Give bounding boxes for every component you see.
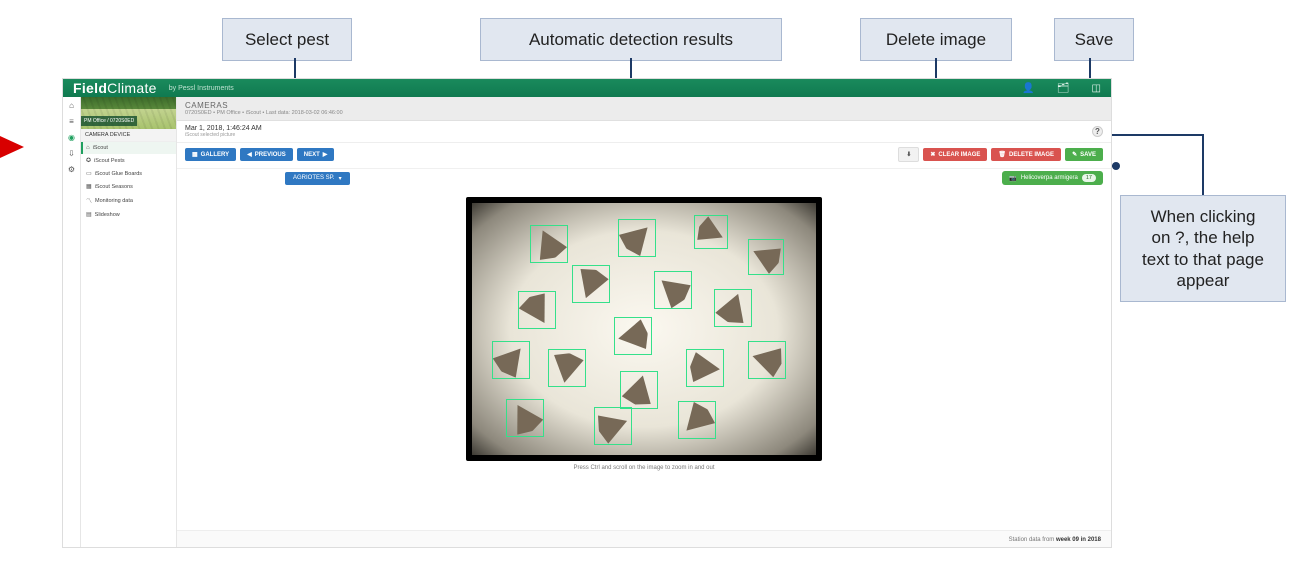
image-viewer: Press Ctrl and scroll on the image to zo… — [177, 191, 1111, 547]
save-icon: ✎ — [1072, 151, 1077, 158]
nav-icon: ▭ — [86, 170, 92, 177]
home-icon[interactable]: ⌂ — [69, 101, 74, 110]
chevron-left-icon: ◀ — [247, 151, 252, 158]
eye-icon[interactable]: ◉ — [68, 133, 75, 142]
detection-box[interactable] — [654, 271, 692, 309]
sidebar-item-label: iScout — [93, 145, 108, 151]
detection-box[interactable] — [572, 265, 610, 303]
sidebar-item-label: Monitoring data — [95, 198, 133, 204]
detection-box[interactable] — [614, 317, 652, 355]
detection-box[interactable] — [530, 225, 568, 263]
download-icon[interactable]: ⇩ — [68, 149, 75, 158]
breadcrumb: 0720S0ED • PM Office • iScout • Last dat… — [185, 110, 1103, 116]
nav-icon: ⌂ — [86, 145, 90, 151]
download-button[interactable]: ⬇ — [898, 147, 919, 162]
brand-logo: FieldClimate — [73, 80, 157, 96]
page-header: CAMERAS 0720S0ED • PM Office • iScout • … — [177, 97, 1111, 121]
download-icon: ⬇ — [906, 151, 911, 158]
detection-box[interactable] — [748, 341, 786, 379]
detection-box[interactable] — [492, 341, 530, 379]
trash-icon: 🗑 — [998, 151, 1006, 158]
sidebar-item-iscout-seasons[interactable]: ▦iScout Seasons — [81, 180, 176, 193]
detection-box[interactable] — [594, 407, 632, 445]
page-title: CAMERAS — [185, 101, 1103, 110]
station-thumb-label: PM Office / 0720S0ED — [81, 116, 137, 126]
side-nav-list: ⌂iScout✪iScout Pests▭iScout Glue Boards▦… — [81, 142, 176, 221]
brand-tagline: by Pessl Instruments — [169, 85, 234, 92]
camera-icon: 📷 — [1009, 175, 1016, 182]
nav-icon: ▦ — [86, 183, 92, 190]
detection-badge-count: 17 — [1082, 174, 1096, 182]
device-title: CAMERA DEVICE — [81, 129, 176, 142]
callout-auto-detect: Automatic detection results — [480, 18, 782, 61]
image-timestamp: Mar 1, 2018, 1:46:24 AM — [185, 125, 262, 132]
apps-icon[interactable]: ◫ — [1092, 83, 1101, 94]
sidebar-item-label: iScout Glue Boards — [95, 171, 142, 177]
gear-icon[interactable]: ⚙ — [68, 165, 75, 174]
station-thumbnail[interactable]: PM Office / 0720S0ED — [81, 97, 176, 129]
save-button[interactable]: ✎ SAVE — [1065, 148, 1103, 161]
sidebar-item-slideshow[interactable]: ▤Slideshow — [81, 208, 176, 221]
previous-button[interactable]: ◀ PREVIOUS — [240, 148, 293, 161]
detection-box[interactable] — [748, 239, 784, 275]
footer-status: Station data from week 09 in 2018 — [177, 530, 1111, 547]
icon-rail: ⌂ ≡ ◉ ⇩ ⚙ — [63, 97, 81, 547]
folder-icon[interactable]: 🗂 — [1057, 83, 1070, 94]
delete-image-button[interactable]: 🗑 DELETE IMAGE — [991, 148, 1061, 161]
detection-box[interactable] — [714, 289, 752, 327]
sidebar-item-iscout[interactable]: ⌂iScout — [81, 142, 176, 154]
nav-icon: ▤ — [86, 211, 92, 218]
detection-box[interactable] — [506, 399, 544, 437]
callout-help-note: When clicking on ?, the help text to tha… — [1120, 195, 1286, 302]
detection-box[interactable] — [618, 219, 656, 257]
sidebar-item-label: Slideshow — [95, 212, 120, 218]
zoom-hint: Press Ctrl and scroll on the image to zo… — [573, 461, 714, 473]
next-button[interactable]: NEXT ▶ — [297, 148, 335, 161]
action-row: ▦ GALLERY ◀ PREVIOUS NEXT ▶ ⬇ ✖ CLEAR I — [177, 143, 1111, 169]
callout-delete-image: Delete image — [860, 18, 1012, 61]
clear-image-button[interactable]: ✖ CLEAR IMAGE — [923, 148, 987, 161]
info-row: Mar 1, 2018, 1:46:24 AM iScout selected … — [177, 121, 1111, 143]
sidebar-item-label: iScout Seasons — [95, 184, 133, 190]
gallery-button[interactable]: ▦ GALLERY — [185, 148, 236, 161]
nav-icon: ✪ — [86, 157, 91, 164]
sidebar-item-monitoring-data[interactable]: 〽Monitoring data — [81, 193, 176, 208]
nav-icon: 〽 — [86, 196, 92, 205]
main-area: CAMERAS 0720S0ED • PM Office • iScout • … — [177, 97, 1111, 547]
detection-box[interactable] — [678, 401, 716, 439]
gallery-icon: ▦ — [192, 151, 198, 158]
detection-box[interactable] — [548, 349, 586, 387]
detection-badge-label: Helicoverpa armigera — [1021, 175, 1078, 181]
app-window: FieldClimate by Pessl Instruments 👤 🗂 ◫ … — [62, 78, 1112, 548]
detection-badge[interactable]: 📷 Helicoverpa armigera 17 — [1002, 171, 1103, 185]
user-icon[interactable]: 👤 — [1022, 83, 1034, 94]
sidebar-item-iscout-pests[interactable]: ✪iScout Pests — [81, 154, 176, 167]
detection-box[interactable] — [620, 371, 658, 409]
caret-down-icon: ▾ — [339, 175, 342, 182]
sidebar-item-label: iScout Pests — [94, 158, 125, 164]
side-panel: PM Office / 0720S0ED CAMERA DEVICE ⌂iSco… — [81, 97, 177, 547]
callout-select-pest: Select pest — [222, 18, 352, 61]
trap-image[interactable] — [466, 197, 822, 461]
help-button[interactable]: ? — [1092, 126, 1103, 137]
app-topbar: FieldClimate by Pessl Instruments 👤 🗂 ◫ — [63, 79, 1111, 97]
image-subtitle: iScout selected picture — [185, 132, 262, 138]
detection-box[interactable] — [694, 215, 728, 249]
callout-save: Save — [1054, 18, 1134, 61]
pest-select-label: AGRIOTES SP. — [293, 175, 335, 181]
chevron-right-icon: ▶ — [323, 151, 328, 158]
detection-box[interactable] — [518, 291, 556, 329]
sidebar-item-iscout-glue-boards[interactable]: ▭iScout Glue Boards — [81, 167, 176, 180]
red-arrow-indicator — [0, 136, 24, 158]
eraser-icon: ✖ — [930, 151, 935, 158]
trap-image-inner — [472, 203, 816, 455]
list-icon[interactable]: ≡ — [69, 117, 74, 126]
detection-box[interactable] — [686, 349, 724, 387]
pest-row: AGRIOTES SP. ▾ 📷 Helicoverpa armigera 17 — [177, 169, 1111, 191]
pest-select-dropdown[interactable]: AGRIOTES SP. ▾ — [285, 172, 350, 185]
